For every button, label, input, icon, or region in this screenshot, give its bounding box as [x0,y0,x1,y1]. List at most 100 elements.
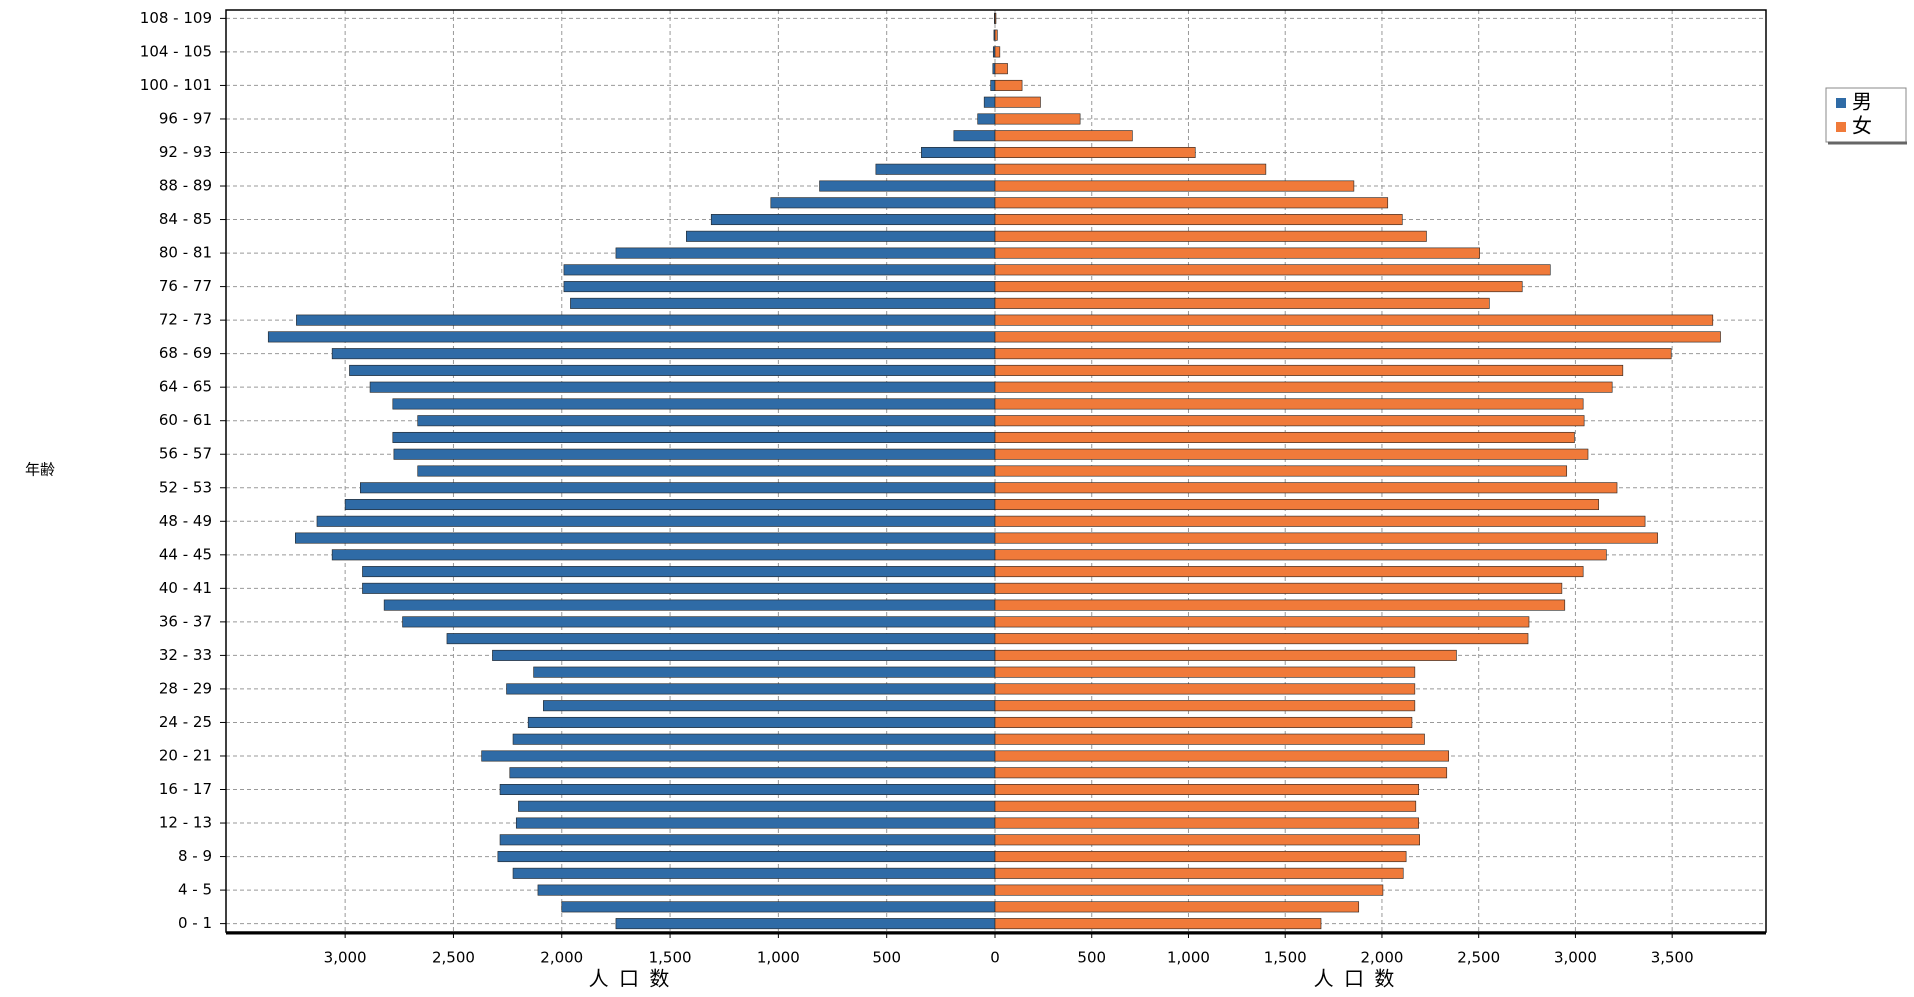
bar [392,398,996,410]
bar [994,364,1624,376]
bar [537,884,996,896]
x-tick-label: 0 [990,949,1000,967]
bar [994,700,1416,712]
y-axis-label: 年齢 [25,461,55,479]
x-tick-label: 1,500 [1264,949,1307,967]
legend-swatch [1836,98,1846,108]
y-tick-label: 100 - 101 [140,76,212,94]
x-tick-label: 1,000 [757,949,800,967]
bar [994,918,1322,930]
y-tick-label: 48 - 49 [159,512,212,530]
bar [994,616,1530,628]
bar [994,79,1023,91]
bar [994,163,1267,175]
bar [417,415,996,427]
bar [977,113,996,125]
bar [512,867,996,879]
x-tick-label: 3,500 [1651,949,1694,967]
bar [267,331,996,343]
bar [563,281,996,293]
bar [316,515,996,527]
legend-label: 男 [1852,90,1872,114]
bar [506,683,996,695]
y-tick-label: 24 - 25 [159,713,212,731]
legend-label: 女 [1852,114,1872,138]
x-tick-label: 500 [1077,949,1106,967]
bar [994,398,1584,410]
bar [509,767,996,779]
bar [393,448,996,460]
y-tick-label: 92 - 93 [159,143,212,161]
bar [497,851,996,863]
bar [331,549,996,561]
bar [481,750,996,762]
bar [295,532,996,544]
y-tick-label: 36 - 37 [159,612,212,630]
bar [392,431,996,443]
bar [296,314,996,326]
bar [994,716,1413,728]
bar [994,599,1566,611]
bar [994,549,1607,561]
bar [994,281,1523,293]
bar [994,649,1457,661]
legend-box [1825,87,1907,143]
bar [994,851,1407,863]
bar [994,867,1404,879]
y-tick-label: 80 - 81 [159,244,212,262]
x2-axis-label: 人 口 数 [1314,967,1397,991]
bar [994,146,1196,158]
bar [994,901,1360,913]
bar [615,247,996,259]
x-axis-label: 人 口 数 [589,967,672,991]
y-tick-label: 84 - 85 [159,210,212,228]
bar [563,264,996,276]
bar [686,230,996,242]
bar [499,834,996,846]
y-tick-label: 104 - 105 [140,42,212,60]
x-tick-label: 2,500 [1457,949,1500,967]
y-tick-label: 52 - 53 [159,478,212,496]
bar [994,767,1448,779]
bar [360,482,996,494]
bar [994,29,998,41]
bar [512,733,996,745]
y-tick-label: 108 - 109 [140,9,212,27]
bar [994,197,1389,209]
y-tick-label: 12 - 13 [159,814,212,832]
x-tick-label: 2,000 [1360,949,1403,967]
y-tick-label: 76 - 77 [159,277,212,295]
y-tick-label: 60 - 61 [159,411,212,429]
bar [983,96,996,108]
bar [994,566,1584,578]
y-tick-label: 88 - 89 [159,177,212,195]
bar [994,415,1585,427]
bar [770,197,996,209]
bar [992,63,996,75]
bar [615,918,996,930]
y-tick-label: 64 - 65 [159,378,212,396]
bar [331,348,996,360]
bar [994,230,1427,242]
x-tick-label: 500 [872,949,901,967]
bar [561,901,996,913]
bar [710,214,996,226]
legend-swatch [1836,122,1846,132]
bar [875,163,996,175]
bar [570,297,996,309]
bar [994,331,1721,343]
x-tick-label: 3,000 [1554,949,1597,967]
y-tick-label: 16 - 17 [159,780,212,798]
bar [994,63,1008,75]
y-tick-label: 20 - 21 [159,746,212,764]
y-tick-label: 56 - 57 [159,445,212,463]
bar [417,465,996,477]
y-tick-label: 68 - 69 [159,344,212,362]
bar [994,733,1425,745]
y-tick-label: 28 - 29 [159,679,212,697]
y-tick-label: 40 - 41 [159,579,212,597]
bar [994,448,1589,460]
bar [994,666,1416,678]
bar [383,599,996,611]
